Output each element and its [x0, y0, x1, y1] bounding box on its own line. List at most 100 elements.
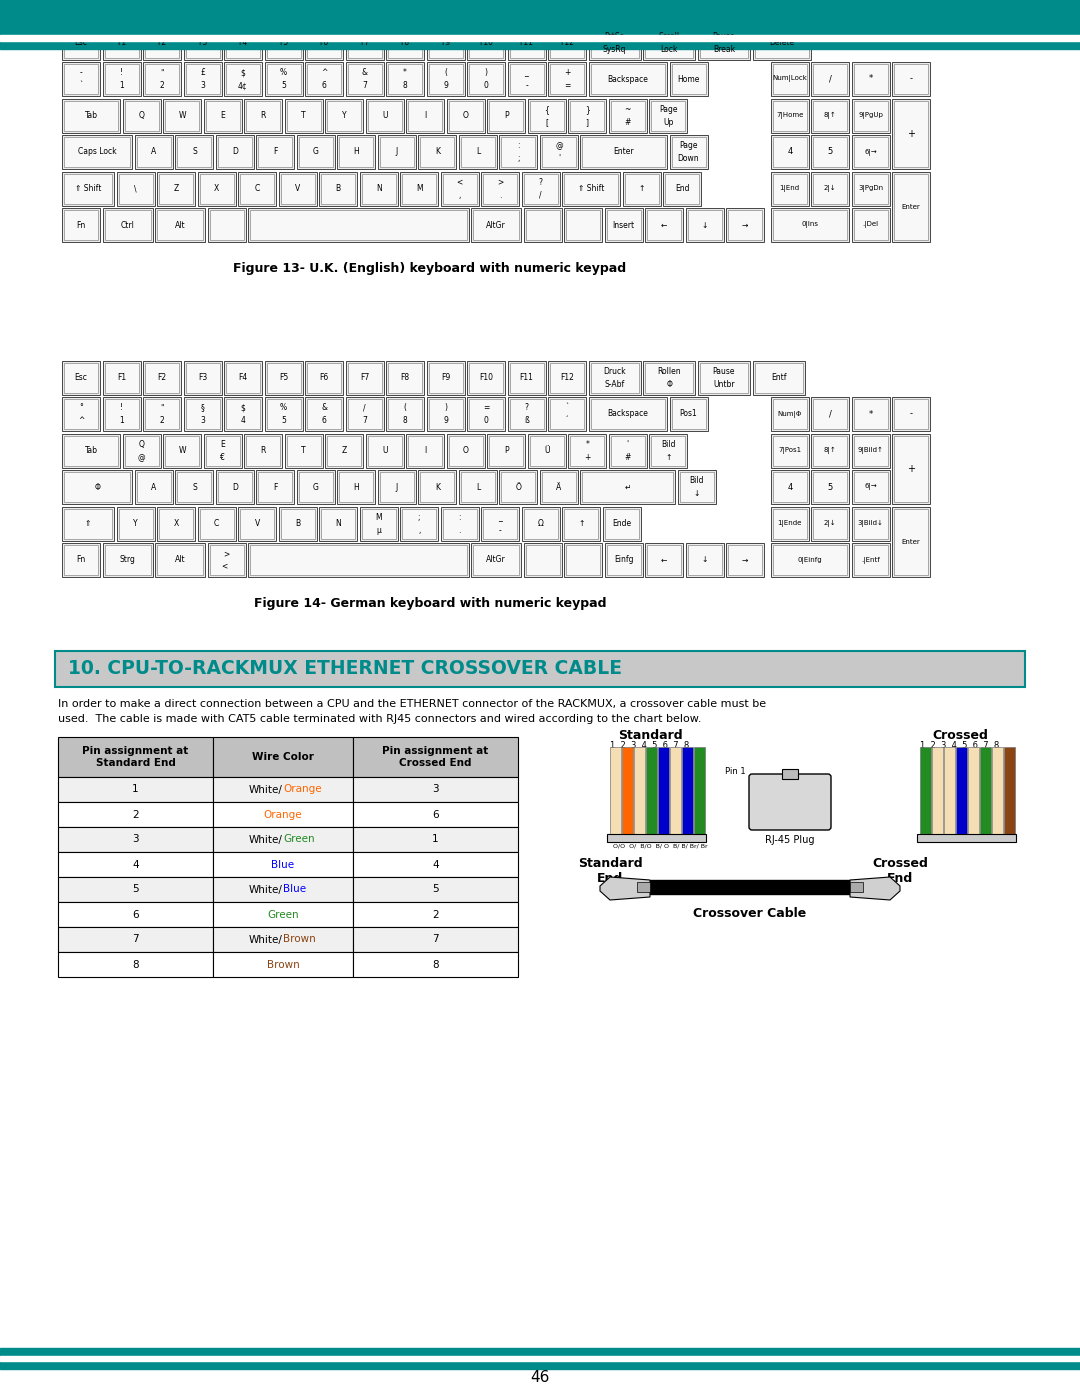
- Bar: [670, 136, 707, 169]
- Bar: [265, 397, 302, 432]
- Text: &: &: [362, 68, 367, 77]
- Text: <: <: [222, 563, 231, 571]
- Text: Insert: Insert: [612, 221, 635, 229]
- Text: D: D: [232, 148, 238, 156]
- Bar: [64, 509, 112, 538]
- Text: 9|PgUp: 9|PgUp: [859, 112, 883, 119]
- Bar: [773, 545, 847, 576]
- Text: ß: ß: [524, 416, 529, 425]
- Bar: [813, 173, 847, 204]
- Text: *: *: [868, 409, 873, 419]
- Text: *: *: [403, 68, 407, 77]
- Bar: [993, 747, 1003, 837]
- Bar: [773, 509, 807, 538]
- Bar: [216, 136, 254, 169]
- Bar: [522, 507, 559, 541]
- Text: +: +: [907, 464, 915, 474]
- Bar: [213, 738, 353, 777]
- Bar: [200, 173, 233, 204]
- Bar: [894, 64, 928, 94]
- Bar: [348, 400, 381, 429]
- Bar: [773, 472, 807, 502]
- Bar: [564, 208, 603, 242]
- Bar: [321, 509, 355, 538]
- Bar: [917, 834, 1016, 842]
- Text: ,: ,: [418, 525, 420, 535]
- Bar: [622, 747, 633, 837]
- Bar: [753, 360, 805, 394]
- Bar: [771, 433, 809, 468]
- Text: →: →: [742, 221, 748, 229]
- Bar: [320, 507, 357, 541]
- Text: 10. CPU-TO-RACKMUX ETHERNET CROSSOVER CABLE: 10. CPU-TO-RACKMUX ETHERNET CROSSOVER CA…: [68, 659, 622, 679]
- Text: Green: Green: [283, 834, 314, 845]
- Bar: [854, 400, 888, 429]
- Text: F10: F10: [480, 38, 492, 47]
- Text: S-Abf: S-Abf: [605, 380, 624, 388]
- Bar: [287, 436, 321, 465]
- Bar: [605, 543, 643, 577]
- Bar: [388, 400, 422, 429]
- Bar: [589, 61, 667, 96]
- Bar: [226, 64, 260, 94]
- Text: White/: White/: [249, 935, 283, 944]
- Bar: [892, 397, 930, 432]
- Bar: [420, 137, 455, 168]
- Bar: [346, 397, 383, 432]
- Bar: [686, 208, 724, 242]
- Bar: [64, 545, 98, 576]
- Text: -: -: [909, 409, 913, 419]
- Bar: [570, 101, 604, 130]
- Bar: [605, 208, 643, 242]
- Text: Brown: Brown: [283, 935, 315, 944]
- Bar: [213, 902, 353, 928]
- Text: 3: 3: [132, 834, 139, 845]
- Text: L: L: [476, 482, 480, 492]
- Text: Tab: Tab: [84, 110, 97, 120]
- Bar: [461, 472, 495, 502]
- Text: O: O: [463, 446, 469, 455]
- Bar: [852, 172, 890, 205]
- Bar: [548, 61, 586, 96]
- Bar: [143, 61, 181, 96]
- Bar: [526, 210, 559, 240]
- Bar: [427, 25, 464, 60]
- Bar: [299, 137, 333, 168]
- Bar: [605, 509, 638, 538]
- Text: 1: 1: [119, 81, 124, 91]
- Bar: [418, 136, 457, 169]
- Text: .|Entf: .|Entf: [862, 556, 880, 563]
- Bar: [378, 469, 416, 504]
- Bar: [213, 928, 353, 951]
- Text: £: £: [200, 68, 205, 77]
- Text: Q: Q: [139, 110, 145, 120]
- Text: X: X: [214, 184, 219, 193]
- Bar: [968, 747, 978, 837]
- Bar: [467, 25, 505, 60]
- Text: Untbr: Untbr: [713, 380, 734, 388]
- Bar: [158, 210, 203, 240]
- Bar: [582, 137, 665, 168]
- Bar: [580, 469, 675, 504]
- Text: -: -: [525, 81, 528, 91]
- Text: Crossed
End: Crossed End: [872, 856, 928, 886]
- Text: .: .: [459, 525, 461, 535]
- Bar: [663, 172, 701, 205]
- Bar: [677, 469, 716, 504]
- Bar: [58, 852, 213, 877]
- Bar: [610, 747, 621, 837]
- Bar: [459, 136, 497, 169]
- Bar: [244, 433, 282, 468]
- Bar: [362, 509, 395, 538]
- Bar: [348, 28, 381, 57]
- Bar: [406, 433, 444, 468]
- Text: Alt: Alt: [175, 221, 186, 229]
- Bar: [564, 509, 598, 538]
- Bar: [447, 433, 485, 468]
- Bar: [813, 472, 847, 502]
- Bar: [353, 928, 518, 951]
- Bar: [698, 25, 750, 60]
- Text: Φ: Φ: [94, 482, 100, 492]
- Bar: [609, 433, 647, 468]
- Bar: [528, 433, 566, 468]
